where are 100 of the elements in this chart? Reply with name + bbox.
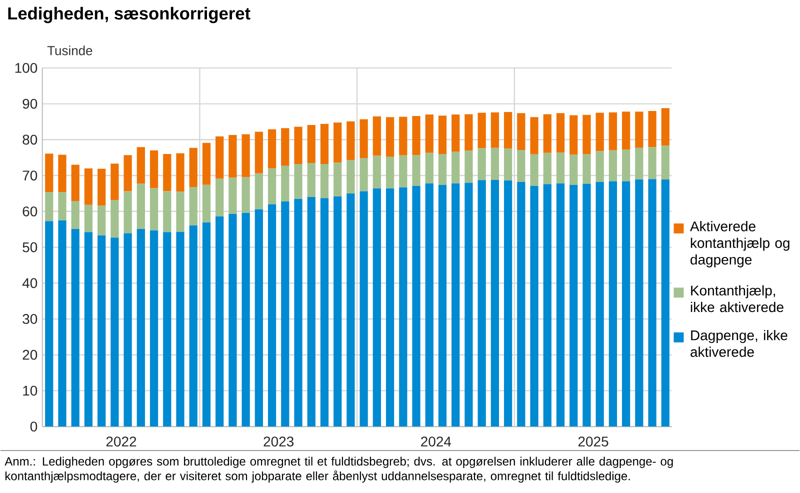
bar [242,134,250,178]
bar [98,168,106,206]
bar [360,158,368,192]
bar [320,124,329,164]
bar [635,148,644,180]
bar [464,114,473,152]
bar [360,192,368,427]
bar [661,146,670,180]
bar [517,182,526,427]
bar [346,122,355,160]
text: Anm.: Ledigheden opgøres som bruttoledige omregnet til et fuldtidsbegreb; dvs. at opgørelsen inkluderer alle dagpenge- og kontanthjælpsmodtagere, der er visiteret som jobparate eller åbenlyst uddannelsesparate, omregnet til fuldtidsledige. [4,457,673,483]
bar [556,113,565,153]
bar [372,156,381,189]
bar [281,166,290,202]
bar [490,112,499,148]
bar [254,132,263,174]
bar [228,214,237,427]
bar [412,155,420,186]
bar [412,186,420,427]
bar [530,154,538,186]
bar [136,184,145,230]
bar [110,200,119,238]
bar [635,112,644,148]
bar [124,234,132,427]
bar [150,230,158,427]
bar [582,115,591,154]
bar [608,150,617,182]
bar [661,180,670,427]
bar [242,178,250,214]
bar [570,154,578,186]
bar [530,186,538,427]
bar [150,150,158,188]
bar [163,154,172,192]
bar [334,196,342,427]
bar [281,128,290,166]
bar [163,192,172,232]
bar [254,209,263,427]
bar [71,229,80,427]
bar [216,136,224,179]
x-tick-label: 2023 [264,436,294,447]
y-axis-title: Tusinde [47,46,92,56]
bar [622,112,630,150]
bar [228,178,237,214]
bar [150,188,158,231]
x-tick-label: 2025 [578,436,608,447]
bar [307,163,316,198]
bar [570,116,578,155]
y-tick-label: 80 [22,134,38,145]
bar [294,164,302,200]
bar [163,232,172,427]
bar [661,108,670,146]
bar [281,202,290,427]
bar [334,162,342,197]
bar [582,184,591,427]
bar [399,156,408,188]
bar [189,226,198,427]
bar [504,148,512,181]
bar [84,168,93,206]
bar [45,192,54,222]
bar [176,192,184,232]
bar [648,147,656,180]
bar [189,187,198,226]
y-tick-label: 40 [22,278,38,288]
bar [307,125,316,164]
bar [360,119,368,158]
bar [372,188,381,427]
bar [452,184,460,427]
bar [202,185,211,223]
bar [45,154,54,192]
bar [530,117,538,155]
legend-label: Dagpenge, ikke aktiverede [690,330,788,358]
bar [478,113,486,149]
y-tick-label: 30 [22,314,38,324]
legend-label: Kontanthjælp, ikke aktiverede [690,285,784,312]
bar [543,184,552,427]
bar [490,180,499,427]
bar [98,236,106,427]
bar [596,151,604,182]
y-tick-label: 90 [22,99,38,109]
y-tick-label: 10 [23,386,38,396]
bar [386,157,394,189]
bar [452,114,460,152]
bar [438,185,447,427]
bar [570,185,578,427]
bar [556,184,565,427]
bar [346,194,355,427]
bar [254,174,263,210]
bar [372,116,381,156]
x-tick-label: 2022 [106,436,136,447]
bar [71,165,80,202]
bar [635,180,644,427]
bar [425,153,434,184]
bar [622,182,630,427]
bar [556,152,565,184]
bar [425,114,434,154]
bar [386,188,394,427]
y-tick-label: 50 [22,242,38,252]
bar [307,197,316,427]
bar [84,232,93,427]
bar [294,199,302,427]
